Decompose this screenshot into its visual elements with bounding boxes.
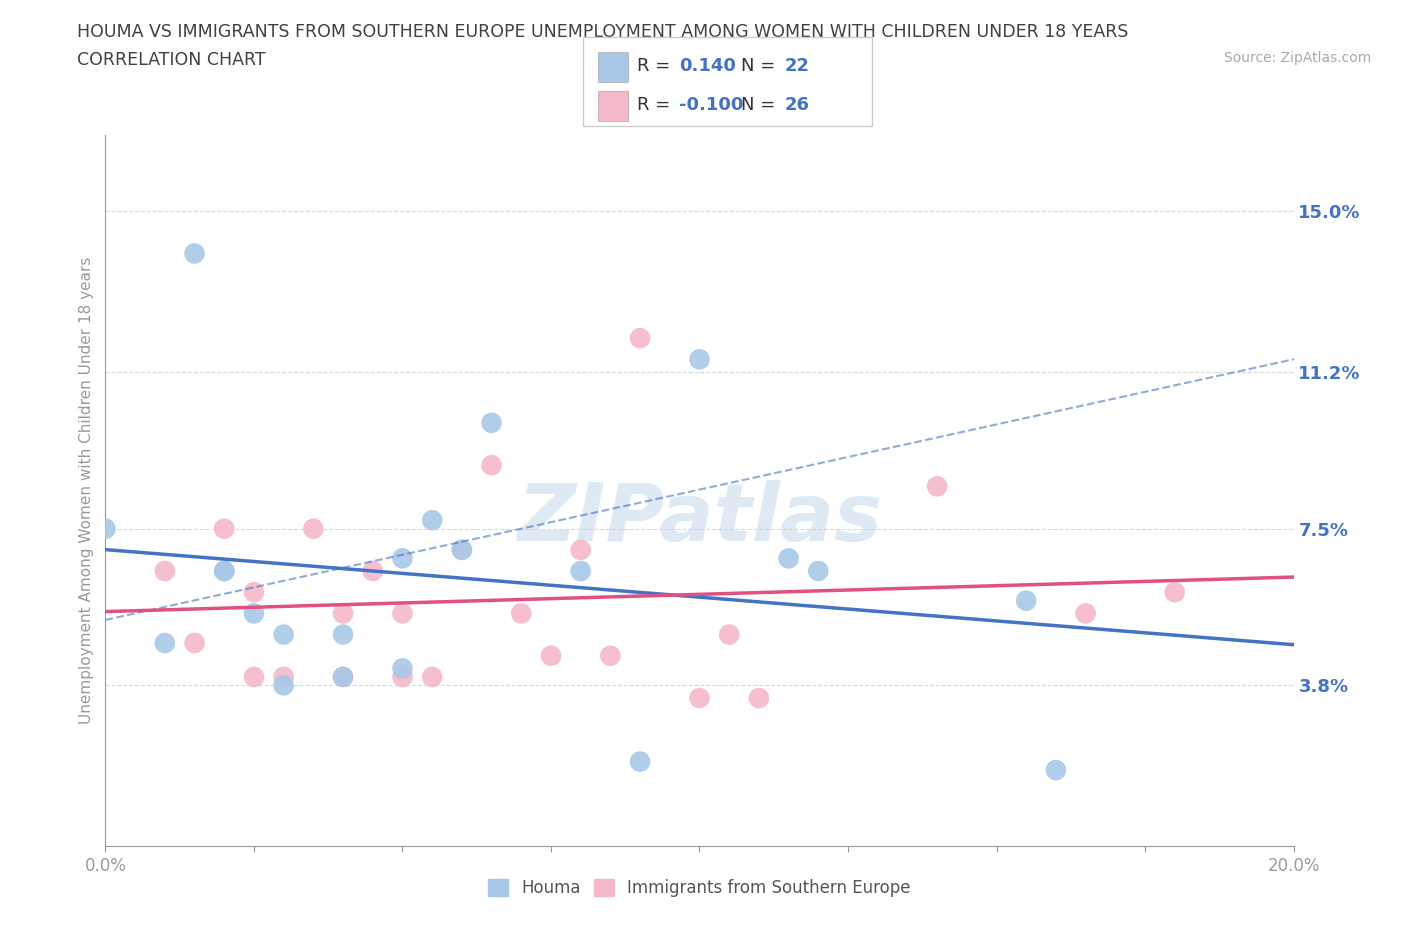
Point bbox=[718, 627, 741, 642]
Point bbox=[510, 606, 533, 621]
Text: ZIPatlas: ZIPatlas bbox=[517, 480, 882, 558]
Point bbox=[599, 648, 621, 663]
Point bbox=[420, 670, 443, 684]
Point bbox=[1015, 593, 1038, 608]
Text: 0.140: 0.140 bbox=[679, 57, 735, 75]
Point bbox=[628, 331, 651, 346]
Text: R =: R = bbox=[637, 96, 676, 114]
Point bbox=[273, 670, 295, 684]
Text: 22: 22 bbox=[785, 57, 810, 75]
Point bbox=[273, 627, 295, 642]
Text: CORRELATION CHART: CORRELATION CHART bbox=[77, 51, 266, 69]
Text: -0.100: -0.100 bbox=[679, 96, 744, 114]
Point bbox=[243, 670, 266, 684]
Point bbox=[332, 606, 354, 621]
Point bbox=[450, 542, 472, 557]
Point bbox=[94, 521, 117, 536]
Point bbox=[214, 564, 236, 578]
Text: HOUMA VS IMMIGRANTS FROM SOUTHERN EUROPE UNEMPLOYMENT AMONG WOMEN WITH CHILDREN : HOUMA VS IMMIGRANTS FROM SOUTHERN EUROPE… bbox=[77, 23, 1129, 41]
Point bbox=[183, 635, 205, 650]
Point bbox=[273, 678, 295, 693]
Point bbox=[243, 585, 266, 600]
Point bbox=[927, 479, 949, 494]
Point bbox=[361, 564, 384, 578]
Point bbox=[628, 754, 651, 769]
Point bbox=[689, 691, 711, 706]
Text: 26: 26 bbox=[785, 96, 810, 114]
Point bbox=[420, 512, 443, 527]
Point bbox=[332, 627, 354, 642]
Text: N =: N = bbox=[741, 96, 780, 114]
Point bbox=[214, 564, 236, 578]
Point bbox=[450, 542, 472, 557]
Point bbox=[332, 670, 354, 684]
Point bbox=[1074, 606, 1097, 621]
Point bbox=[153, 635, 176, 650]
Point bbox=[302, 521, 325, 536]
Point bbox=[807, 564, 830, 578]
Point bbox=[689, 352, 711, 366]
Point bbox=[332, 670, 354, 684]
Point bbox=[391, 551, 413, 565]
Point bbox=[481, 458, 503, 472]
Text: N =: N = bbox=[741, 57, 780, 75]
Point bbox=[569, 542, 592, 557]
Point bbox=[778, 551, 800, 565]
Point bbox=[153, 564, 176, 578]
Point bbox=[569, 564, 592, 578]
Point bbox=[391, 661, 413, 676]
Point bbox=[391, 606, 413, 621]
Point bbox=[243, 606, 266, 621]
Point bbox=[481, 416, 503, 431]
Point bbox=[748, 691, 770, 706]
Point bbox=[1164, 585, 1187, 600]
Text: Source: ZipAtlas.com: Source: ZipAtlas.com bbox=[1223, 51, 1371, 65]
Point bbox=[391, 670, 413, 684]
Text: R =: R = bbox=[637, 57, 676, 75]
Point bbox=[214, 521, 236, 536]
Y-axis label: Unemployment Among Women with Children Under 18 years: Unemployment Among Women with Children U… bbox=[79, 257, 94, 724]
Point bbox=[1045, 763, 1067, 777]
Point bbox=[540, 648, 562, 663]
Legend: Houma, Immigrants from Southern Europe: Houma, Immigrants from Southern Europe bbox=[484, 874, 915, 902]
Point bbox=[183, 246, 205, 261]
